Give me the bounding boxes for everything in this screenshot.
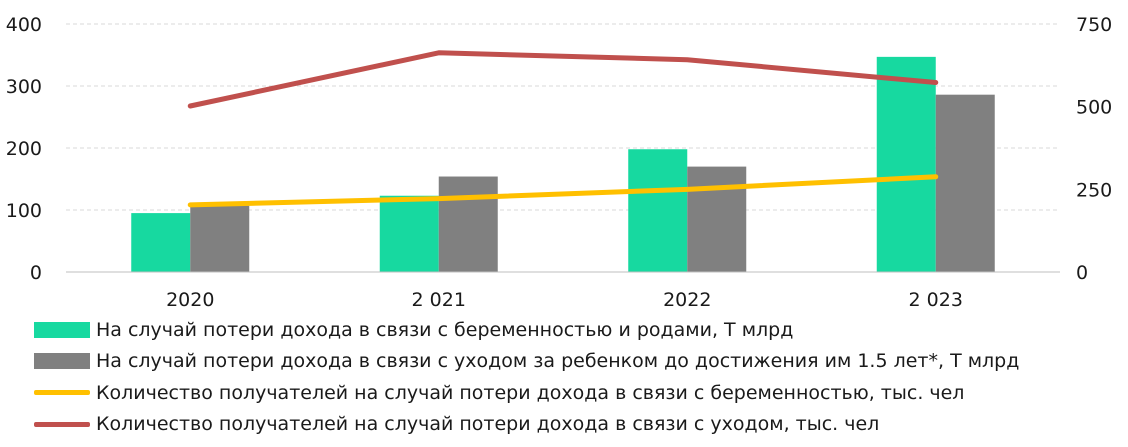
- bars: [131, 56, 995, 273]
- legend-swatch: [34, 421, 90, 427]
- legend-item-childcare-amount: На случай потери дохода в связи с уходом…: [34, 346, 1124, 378]
- x-tick-label: 2 023: [909, 289, 963, 310]
- bar: [687, 166, 747, 272]
- x-tick-label: 2020: [166, 289, 214, 310]
- y-left-tick-label: 200: [6, 138, 42, 160]
- y-left-tick-label: 0: [30, 262, 42, 284]
- y-right-tick-label: 500: [1076, 97, 1112, 119]
- legend-label: Количество получателей на случай потери …: [96, 381, 965, 404]
- bar: [190, 205, 250, 272]
- legend-label: На случай потери дохода в связи с береме…: [96, 318, 794, 341]
- bar: [131, 213, 191, 272]
- y-left-tick-label: 100: [6, 200, 42, 222]
- legend-swatch: [34, 353, 90, 370]
- legend-label: Количество получателей на случай потери …: [96, 413, 880, 436]
- legend-item-pregnancy-recipients: Количество получателей на случай потери …: [34, 377, 1124, 409]
- legend-item-childcare-recipients: Количество получателей на случай потери …: [34, 409, 1124, 441]
- lines: [187, 50, 939, 208]
- bar: [438, 176, 498, 272]
- bar: [876, 56, 936, 272]
- bar: [628, 149, 688, 272]
- legend: На случай потери дохода в связи с береме…: [34, 314, 1124, 440]
- legend-label: На случай потери дохода в связи с уходом…: [96, 350, 1020, 373]
- y-left-tick-label: 300: [6, 76, 42, 98]
- x-tick-label: 2022: [663, 289, 711, 310]
- series-line: [187, 174, 939, 208]
- legend-item-pregnancy-amount: На случай потери дохода в связи с береме…: [34, 314, 1124, 346]
- axes: 0 100 200 300 400 0 250 500 750 2020 2 021 2022 2 02…: [6, 14, 1113, 310]
- legend-swatch: [34, 321, 90, 338]
- series-line: [187, 50, 939, 109]
- y-right-tick-label: 750: [1076, 14, 1112, 36]
- legend-swatch: [34, 390, 90, 396]
- bar: [935, 94, 995, 273]
- y-left-tick-label: 400: [6, 14, 42, 36]
- combo-chart: 0 100 200 300 400 0 250 500 750 2020 2 021 2022 2 02…: [6, 14, 1113, 310]
- y-right-tick-label: 250: [1076, 179, 1112, 201]
- bar: [379, 195, 439, 272]
- x-tick-label: 2 021: [412, 289, 466, 310]
- y-right-tick-label: 0: [1076, 262, 1088, 284]
